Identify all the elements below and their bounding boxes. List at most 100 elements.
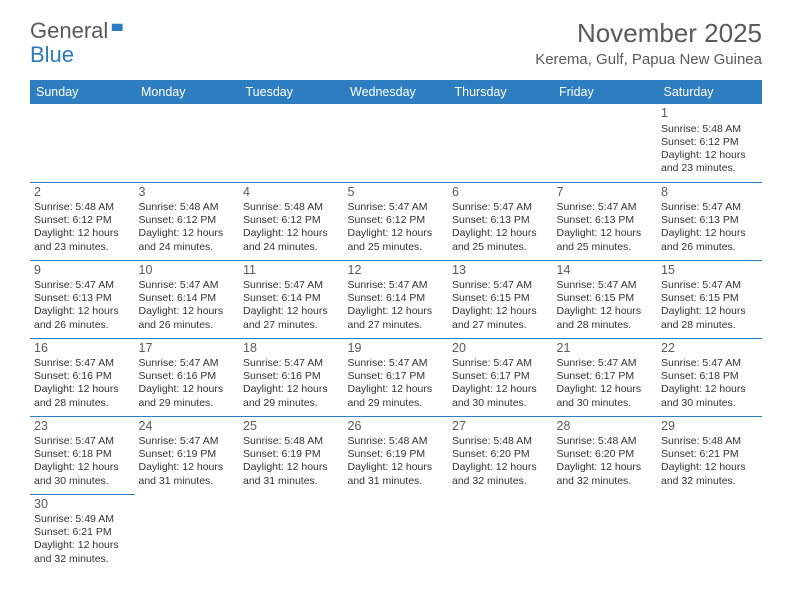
day-cell-15: 15Sunrise: 5:47 AMSunset: 6:15 PMDayligh…: [657, 260, 762, 338]
sunset-line: Sunset: 6:14 PM: [243, 292, 340, 305]
empty-cell: [657, 494, 762, 572]
calendar-row: 1Sunrise: 5:48 AMSunset: 6:12 PMDaylight…: [30, 104, 762, 182]
daylight-line: Daylight: 12 hours and 24 minutes.: [243, 227, 340, 253]
day-number: 30: [34, 497, 131, 513]
sunset-line: Sunset: 6:21 PM: [34, 526, 131, 539]
daylight-line: Daylight: 12 hours and 31 minutes.: [243, 461, 340, 487]
sunrise-line: Sunrise: 5:49 AM: [34, 513, 131, 526]
day-cell-28: 28Sunrise: 5:48 AMSunset: 6:20 PMDayligh…: [553, 416, 658, 494]
day-number: 26: [348, 419, 445, 435]
day-cell-29: 29Sunrise: 5:48 AMSunset: 6:21 PMDayligh…: [657, 416, 762, 494]
daylight-line: Daylight: 12 hours and 31 minutes.: [348, 461, 445, 487]
empty-cell: [239, 494, 344, 572]
empty-cell: [344, 494, 449, 572]
day-number: 28: [557, 419, 654, 435]
sunrise-line: Sunrise: 5:47 AM: [661, 201, 758, 214]
day-number: 23: [34, 419, 131, 435]
sunset-line: Sunset: 6:17 PM: [348, 370, 445, 383]
daylight-line: Daylight: 12 hours and 30 minutes.: [452, 383, 549, 409]
sunset-line: Sunset: 6:14 PM: [139, 292, 236, 305]
brand-part2: Blue: [30, 42, 74, 68]
sunset-line: Sunset: 6:16 PM: [34, 370, 131, 383]
sunrise-line: Sunrise: 5:47 AM: [661, 357, 758, 370]
day-cell-12: 12Sunrise: 5:47 AMSunset: 6:14 PMDayligh…: [344, 260, 449, 338]
empty-cell: [553, 494, 658, 572]
day-cell-27: 27Sunrise: 5:48 AMSunset: 6:20 PMDayligh…: [448, 416, 553, 494]
daylight-line: Daylight: 12 hours and 27 minutes.: [348, 305, 445, 331]
day-number: 17: [139, 341, 236, 357]
sunset-line: Sunset: 6:18 PM: [34, 448, 131, 461]
daylight-line: Daylight: 12 hours and 28 minutes.: [557, 305, 654, 331]
day-cell-21: 21Sunrise: 5:47 AMSunset: 6:17 PMDayligh…: [553, 338, 658, 416]
daylight-line: Daylight: 12 hours and 29 minutes.: [348, 383, 445, 409]
sunset-line: Sunset: 6:16 PM: [139, 370, 236, 383]
calendar-row: 16Sunrise: 5:47 AMSunset: 6:16 PMDayligh…: [30, 338, 762, 416]
empty-cell: [344, 104, 449, 182]
sunrise-line: Sunrise: 5:47 AM: [34, 435, 131, 448]
weekday-header: Wednesday: [344, 80, 449, 104]
sunrise-line: Sunrise: 5:47 AM: [243, 279, 340, 292]
day-cell-19: 19Sunrise: 5:47 AMSunset: 6:17 PMDayligh…: [344, 338, 449, 416]
empty-cell: [135, 104, 240, 182]
sunrise-line: Sunrise: 5:48 AM: [243, 201, 340, 214]
sunrise-line: Sunrise: 5:47 AM: [452, 357, 549, 370]
daylight-line: Daylight: 12 hours and 30 minutes.: [661, 383, 758, 409]
sunset-line: Sunset: 6:19 PM: [348, 448, 445, 461]
day-cell-3: 3Sunrise: 5:48 AMSunset: 6:12 PMDaylight…: [135, 182, 240, 260]
sunset-line: Sunset: 6:13 PM: [34, 292, 131, 305]
weekday-header-row: SundayMondayTuesdayWednesdayThursdayFrid…: [30, 80, 762, 104]
daylight-line: Daylight: 12 hours and 29 minutes.: [139, 383, 236, 409]
sunrise-line: Sunrise: 5:47 AM: [348, 279, 445, 292]
day-number: 6: [452, 185, 549, 201]
sunset-line: Sunset: 6:21 PM: [661, 448, 758, 461]
sunset-line: Sunset: 6:19 PM: [139, 448, 236, 461]
day-cell-14: 14Sunrise: 5:47 AMSunset: 6:15 PMDayligh…: [553, 260, 658, 338]
weekday-header: Monday: [135, 80, 240, 104]
day-number: 2: [34, 185, 131, 201]
brand-part1: General: [30, 18, 108, 44]
sunrise-line: Sunrise: 5:48 AM: [452, 435, 549, 448]
sunset-line: Sunset: 6:13 PM: [452, 214, 549, 227]
title-block: November 2025 Kerema, Gulf, Papua New Gu…: [535, 18, 762, 68]
day-number: 22: [661, 341, 758, 357]
daylight-line: Daylight: 12 hours and 30 minutes.: [557, 383, 654, 409]
sunset-line: Sunset: 6:12 PM: [348, 214, 445, 227]
sunset-line: Sunset: 6:12 PM: [139, 214, 236, 227]
sunset-line: Sunset: 6:19 PM: [243, 448, 340, 461]
sunrise-line: Sunrise: 5:47 AM: [348, 357, 445, 370]
daylight-line: Daylight: 12 hours and 32 minutes.: [452, 461, 549, 487]
day-cell-22: 22Sunrise: 5:47 AMSunset: 6:18 PMDayligh…: [657, 338, 762, 416]
day-number: 9: [34, 263, 131, 279]
sunrise-line: Sunrise: 5:47 AM: [139, 357, 236, 370]
sunset-line: Sunset: 6:15 PM: [661, 292, 758, 305]
day-number: 24: [139, 419, 236, 435]
brand-logo: General: [30, 18, 130, 44]
sunrise-line: Sunrise: 5:47 AM: [139, 435, 236, 448]
day-cell-10: 10Sunrise: 5:47 AMSunset: 6:14 PMDayligh…: [135, 260, 240, 338]
sunrise-line: Sunrise: 5:48 AM: [243, 435, 340, 448]
sunrise-line: Sunrise: 5:47 AM: [139, 279, 236, 292]
day-cell-30: 30Sunrise: 5:49 AMSunset: 6:21 PMDayligh…: [30, 494, 135, 572]
day-number: 16: [34, 341, 131, 357]
day-cell-16: 16Sunrise: 5:47 AMSunset: 6:16 PMDayligh…: [30, 338, 135, 416]
day-cell-4: 4Sunrise: 5:48 AMSunset: 6:12 PMDaylight…: [239, 182, 344, 260]
day-cell-23: 23Sunrise: 5:47 AMSunset: 6:18 PMDayligh…: [30, 416, 135, 494]
day-cell-2: 2Sunrise: 5:48 AMSunset: 6:12 PMDaylight…: [30, 182, 135, 260]
daylight-line: Daylight: 12 hours and 29 minutes.: [243, 383, 340, 409]
day-number: 15: [661, 263, 758, 279]
empty-cell: [239, 104, 344, 182]
daylight-line: Daylight: 12 hours and 26 minutes.: [139, 305, 236, 331]
day-number: 20: [452, 341, 549, 357]
sunset-line: Sunset: 6:17 PM: [452, 370, 549, 383]
sunset-line: Sunset: 6:15 PM: [452, 292, 549, 305]
daylight-line: Daylight: 12 hours and 25 minutes.: [348, 227, 445, 253]
daylight-line: Daylight: 12 hours and 28 minutes.: [34, 383, 131, 409]
day-cell-6: 6Sunrise: 5:47 AMSunset: 6:13 PMDaylight…: [448, 182, 553, 260]
sunset-line: Sunset: 6:15 PM: [557, 292, 654, 305]
day-cell-17: 17Sunrise: 5:47 AMSunset: 6:16 PMDayligh…: [135, 338, 240, 416]
weekday-header: Tuesday: [239, 80, 344, 104]
day-cell-26: 26Sunrise: 5:48 AMSunset: 6:19 PMDayligh…: [344, 416, 449, 494]
month-title: November 2025: [535, 18, 762, 49]
day-cell-18: 18Sunrise: 5:47 AMSunset: 6:16 PMDayligh…: [239, 338, 344, 416]
daylight-line: Daylight: 12 hours and 32 minutes.: [661, 461, 758, 487]
